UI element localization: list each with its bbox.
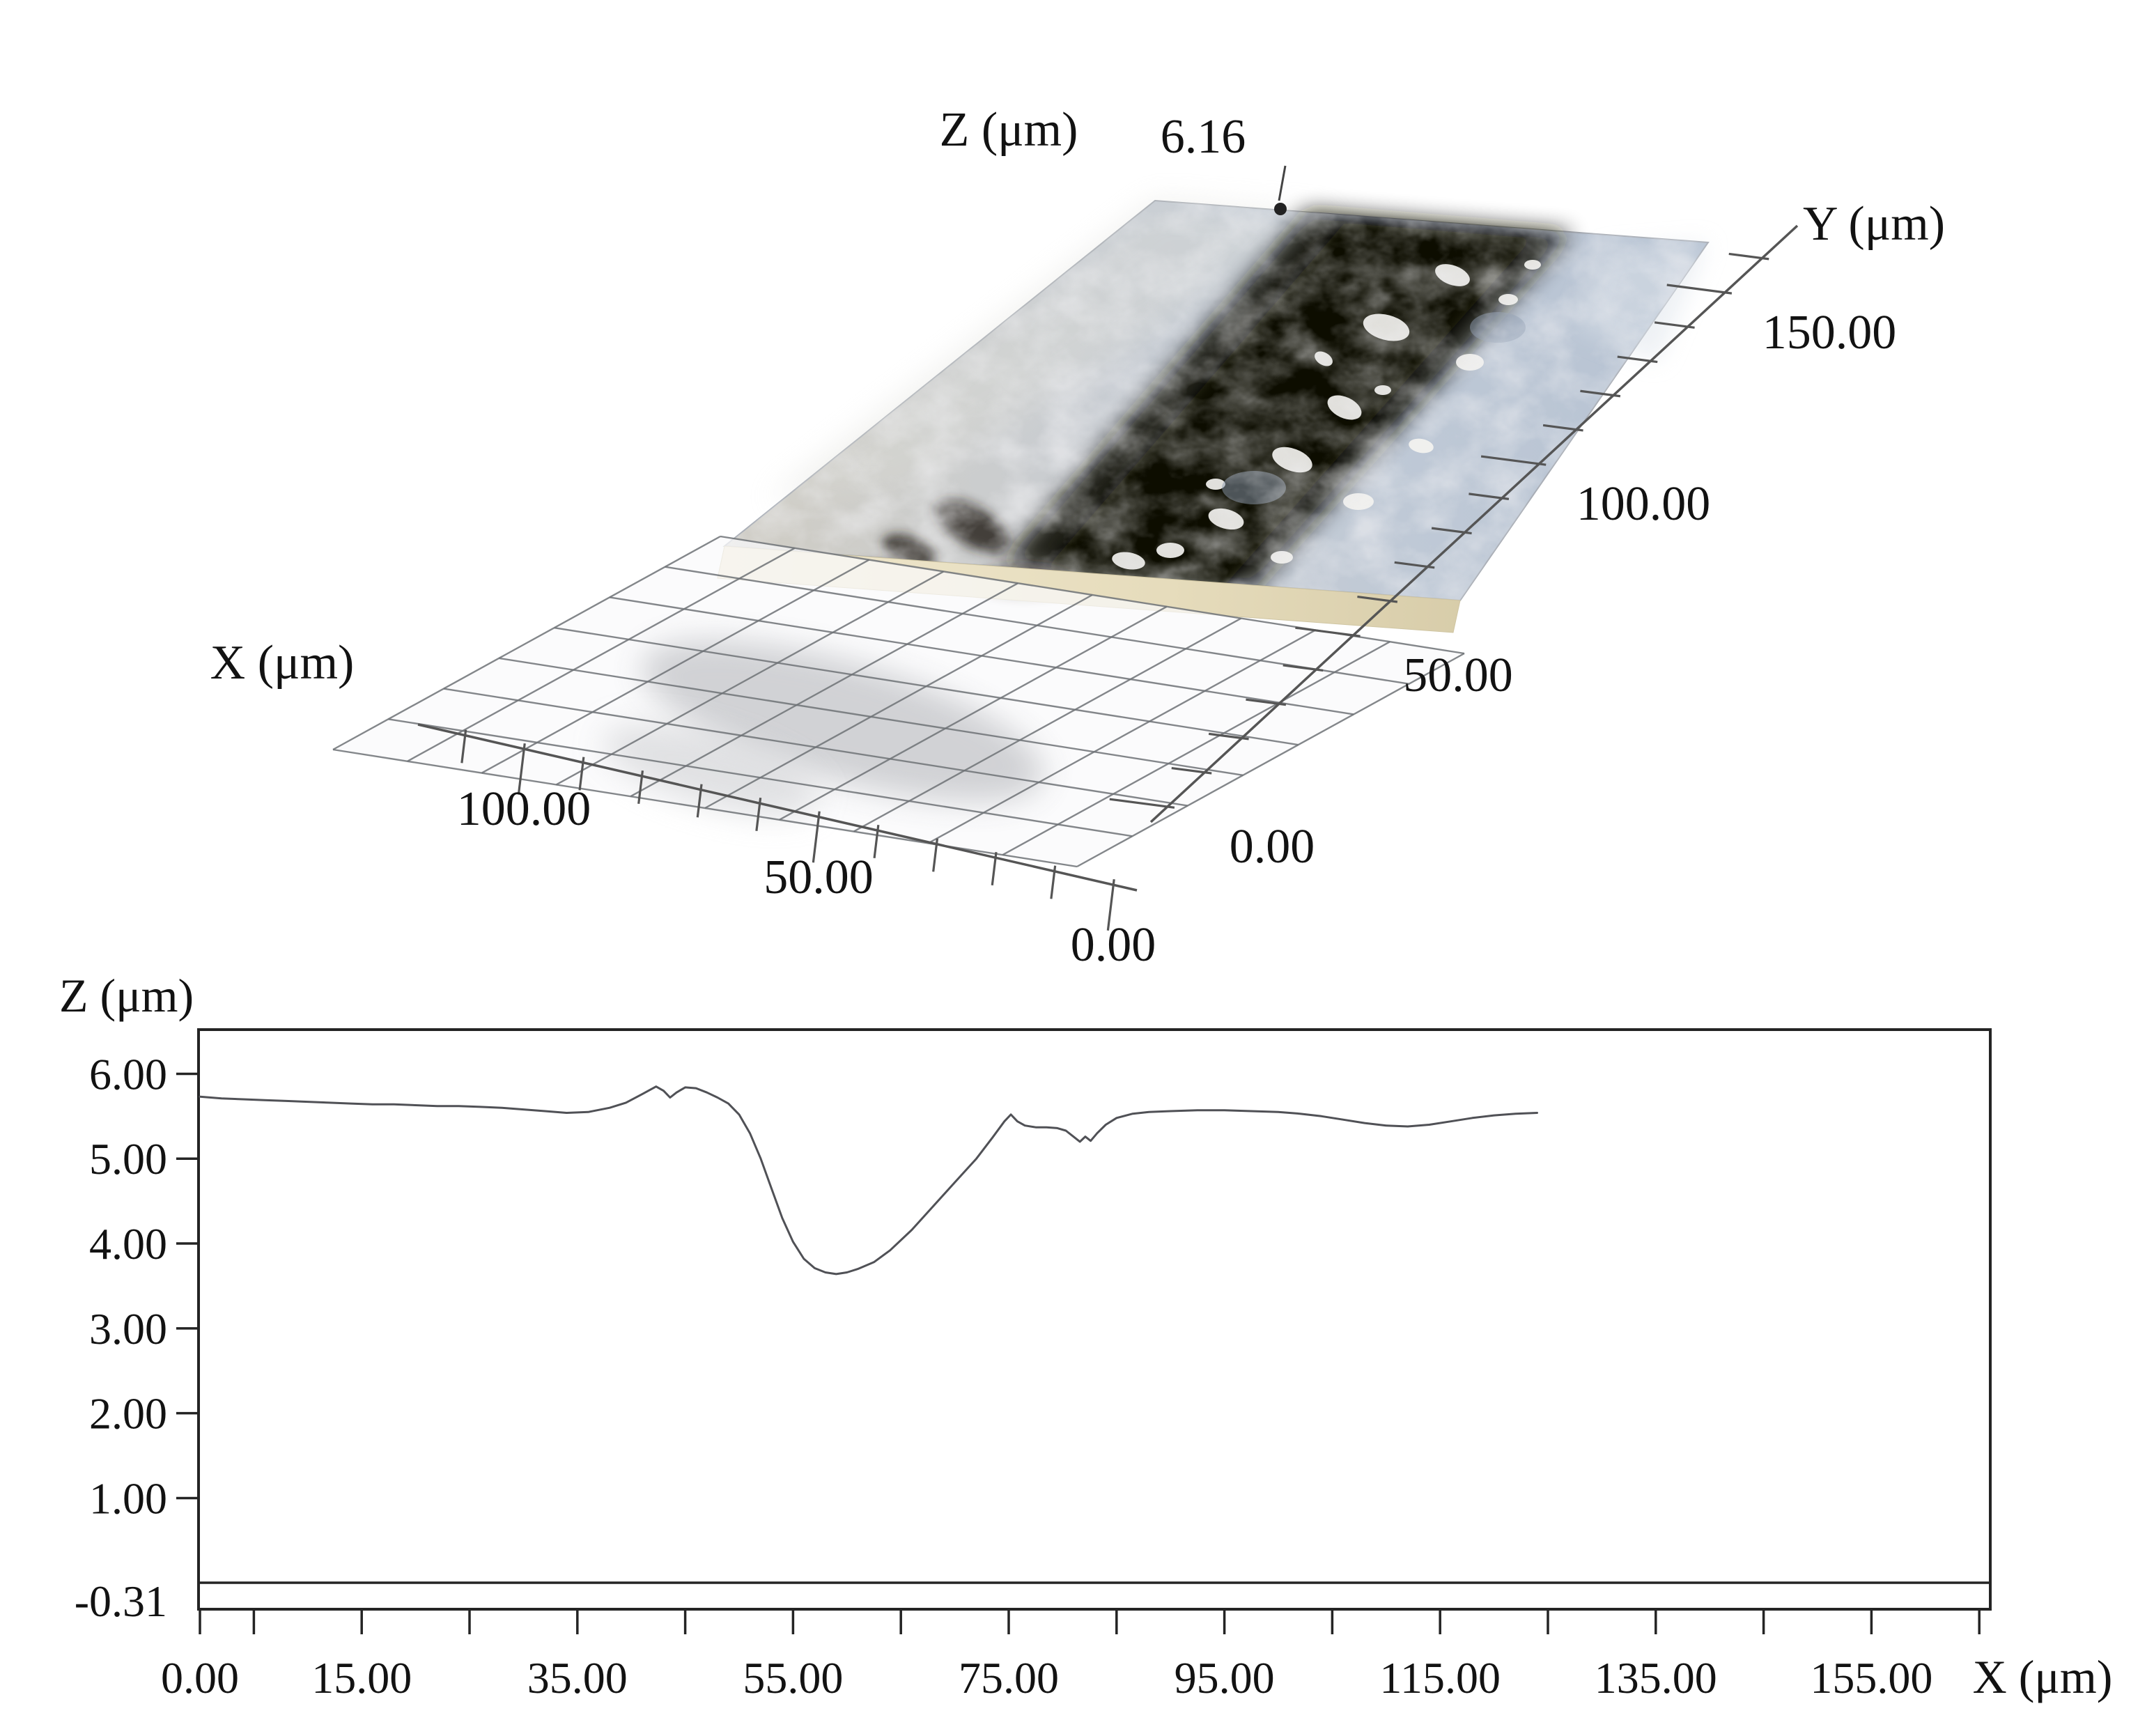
x-ruler-tick: [637, 770, 644, 805]
x-ruler-tick: [755, 797, 762, 832]
x-tick-label-0: 0.00: [1071, 918, 1156, 972]
mesh-line: [407, 547, 796, 762]
y-ruler-tick: [1728, 252, 1769, 261]
profile-x-ticks: [199, 1609, 1981, 1634]
mesh-line: [927, 629, 1316, 844]
profile-x-tick-labels: 0.00 15.00 35.00 55.00 75.00 95.00 115.00 135.0…: [161, 1653, 1932, 1703]
z-max-value: 6.16: [1161, 110, 1246, 164]
y-tick-label-0: 0.00: [1230, 820, 1315, 874]
y-ruler-tick: [1431, 527, 1472, 535]
mesh-line: [388, 718, 1133, 837]
surface-3d-plot: Z (μm) 6.16 Y (μm) 150.00 100.00 50.00 0…: [210, 103, 1945, 972]
mesh-line: [554, 626, 1299, 746]
x-ruler-tick: [812, 811, 821, 863]
y-ruler-tick: [1469, 493, 1510, 500]
y-tick-label-100: 100.00: [1576, 477, 1711, 531]
z-axis-label-3d: Z (μm): [940, 103, 1078, 157]
z-max-tick: [1278, 165, 1287, 201]
mesh-line: [704, 594, 1093, 809]
mesh-line: [499, 657, 1243, 777]
x-ruler-tick: [932, 838, 939, 872]
x-ruler-tick: [1050, 865, 1057, 899]
y-tick-label-150: 150.00: [1762, 306, 1897, 359]
y-axis-label-3d: Y (μm): [1803, 197, 1945, 251]
profile-y-tick-labels: 6.00 5.00 4.00 3.00 2.00 1.00: [89, 1049, 167, 1523]
profile-y-tick-label: 4.00: [89, 1219, 167, 1269]
profile-x-tick-label: 55.00: [743, 1653, 843, 1703]
profile-x-tick-label: 15.00: [311, 1653, 412, 1703]
mesh-line: [630, 582, 1018, 798]
y-ruler-line: [1149, 224, 1799, 823]
y-ruler-tick: [1357, 595, 1398, 603]
mesh-line: [609, 596, 1354, 715]
x-ruler-line: [417, 723, 1138, 892]
profile-y-tick-label: 3.00: [89, 1304, 167, 1354]
y-ruler-tick: [1580, 389, 1621, 398]
x-ruler-tick: [696, 784, 703, 818]
x-tick-label-50: 50.00: [764, 851, 874, 904]
mesh-line: [555, 571, 944, 786]
grid-plane-shadow: [641, 640, 1045, 803]
plate-apex-mark: [1274, 203, 1287, 215]
x-ruler-tick: [873, 824, 880, 859]
mesh-line: [443, 688, 1188, 807]
profile-y-tick-label: 5.00: [89, 1134, 167, 1184]
y-ruler-tick: [1394, 561, 1435, 569]
profile-x-tick-label: 155.00: [1810, 1653, 1932, 1703]
profile-y-title: Z (μm): [59, 969, 194, 1022]
y-ruler-tick: [1246, 698, 1287, 706]
y-ruler-tick: [1480, 455, 1547, 466]
reference-grid-plane: [332, 535, 1465, 868]
mesh-line: [779, 605, 1168, 821]
profile-x-tick-label: 35.00: [527, 1653, 628, 1703]
y-tick-label-50: 50.00: [1403, 649, 1513, 702]
y-ruler-tick: [1295, 626, 1361, 637]
y-ruler-tick: [1617, 355, 1658, 364]
profile-x-tick-label: 115.00: [1379, 1653, 1501, 1703]
x-axis-label-3d: X (μm): [210, 636, 355, 690]
y-ruler-tick: [1109, 798, 1175, 809]
profile-plot-box: [197, 1028, 1992, 1611]
profile-y-min-label: -0.31: [75, 1576, 167, 1626]
profile-y-tick-label: 6.00: [89, 1049, 167, 1099]
profile-y-tick-label: 1.00: [89, 1473, 167, 1523]
y-ruler-tick: [1171, 767, 1212, 775]
mesh-line: [1002, 641, 1390, 856]
profile-x-tick-label: 135.00: [1595, 1653, 1717, 1703]
x-ruler-tick: [991, 851, 998, 886]
profile-y-ticks: [176, 1072, 199, 1500]
profile-x-title: X (μm): [1973, 1650, 2113, 1703]
x-ruler-tick: [517, 743, 526, 795]
profile-y-tick-label: 2.00: [89, 1389, 167, 1439]
x-axis-ruler: [417, 723, 1138, 931]
y-ruler-tick: [1654, 321, 1695, 329]
mesh-line: [481, 559, 870, 774]
roughness-profile-curve: [199, 1085, 1538, 1276]
y-ruler-tick: [1283, 664, 1324, 672]
profile-x-tick-label: 75.00: [959, 1653, 1059, 1703]
profile-x-tick-label: 0.00: [161, 1653, 239, 1703]
x-tick-label-100: 100.00: [457, 782, 591, 836]
y-axis-ruler: [1109, 224, 1799, 823]
x-ruler-tick: [578, 757, 585, 791]
mesh-line: [1076, 652, 1465, 868]
y-ruler-tick: [1666, 284, 1733, 295]
profile-x-tick-label: 95.00: [1175, 1653, 1275, 1703]
x-ruler-tick: [460, 729, 467, 764]
profile-chart: Z (μm) 6.00 5.00 4.00 3.00 2.00 1.00 0.00 15.0…: [59, 969, 2112, 1703]
mesh-line: [853, 617, 1242, 832]
y-ruler-tick: [1208, 732, 1249, 741]
x-ruler-tick: [1106, 878, 1115, 931]
y-ruler-tick: [1542, 424, 1583, 432]
mesh-line: [332, 535, 721, 751]
